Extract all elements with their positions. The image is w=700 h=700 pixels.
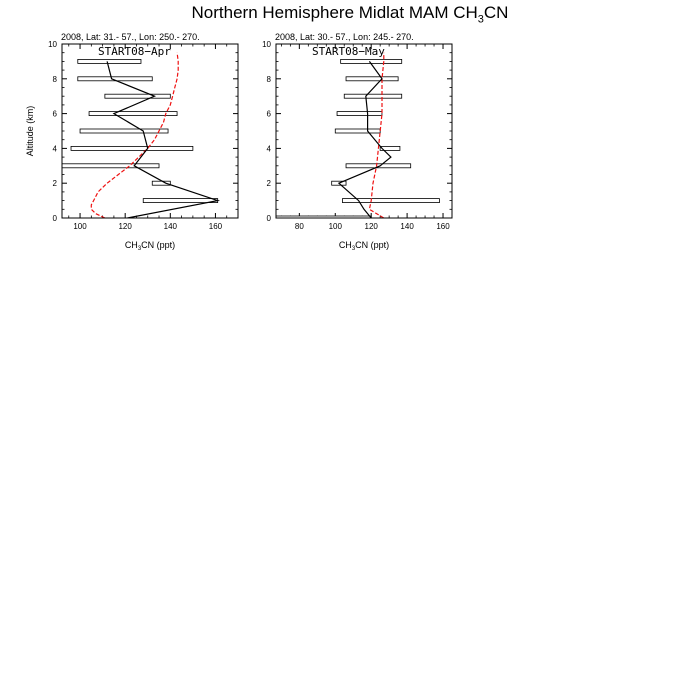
observed-range-box: [142, 198, 219, 204]
observed-range-box: [79, 128, 169, 134]
y-axis-label: Altitude (km): [25, 106, 35, 157]
observed-range-box: [104, 93, 171, 99]
observed-range-box: [336, 111, 383, 116]
x-tick-label: 140: [164, 222, 178, 231]
x-tick-label: 100: [73, 222, 87, 231]
observed-range-box: [345, 76, 399, 82]
chart-panel-1: 2008, Lat: 31.- 57., Lon: 250.- 270.100 1…: [25, 32, 239, 252]
chart-panel-2: 2008, Lat: 30.- 57., Lon: 245.- 270.80 10…: [262, 32, 453, 252]
plot-area: [62, 52, 221, 218]
y-tick-label: 6: [267, 110, 272, 119]
panel-subtitle: 2008, Lat: 30.- 57., Lon: 245.- 270.: [275, 32, 414, 42]
observed-range-box: [276, 215, 372, 218]
plot-area: [276, 52, 440, 218]
y-tick-label: 6: [53, 110, 58, 119]
y-tick-label: 2: [53, 179, 58, 188]
observed-range-box: [342, 198, 440, 204]
plot-frame: [61, 43, 239, 219]
y-tick-label: 8: [267, 75, 272, 84]
observed-range-box: [334, 128, 381, 134]
figure-title: Northern Hemisphere Midlat MAM CH3CN: [191, 3, 509, 26]
x-tick-label: 120: [365, 222, 379, 231]
observed-range-box: [345, 163, 412, 169]
x-tick-label: 160: [209, 222, 223, 231]
x-tick-label: 80: [295, 222, 304, 231]
panel-label: START08−May: [312, 45, 385, 58]
observed-range-box: [70, 145, 194, 151]
observed-profile-line: [106, 61, 221, 218]
plot-frame: [275, 43, 453, 219]
observed-range-box: [62, 163, 160, 169]
observed-range-box: [379, 145, 401, 151]
y-tick-label: 2: [267, 179, 272, 188]
model-profile-line: [368, 52, 385, 218]
x-axis-label: CH3CN (ppt): [339, 240, 389, 252]
observed-range-box: [88, 111, 178, 116]
x-tick-label: 140: [400, 222, 414, 231]
y-tick-label: 4: [267, 144, 272, 153]
y-tick-label: 0: [53, 214, 58, 223]
panel-subtitle: 2008, Lat: 31.- 57., Lon: 250.- 270.: [61, 32, 200, 42]
x-axis-label: CH3CN (ppt): [125, 240, 175, 252]
observed-range-box: [340, 59, 403, 64]
panel-label: START08−Apr: [98, 45, 171, 58]
y-tick-label: 0: [267, 214, 272, 223]
observed-range-box: [343, 93, 403, 99]
y-tick-label: 10: [48, 40, 57, 49]
observed-profile-line: [337, 61, 392, 218]
x-tick-label: 160: [436, 222, 450, 231]
y-tick-label: 10: [262, 40, 271, 49]
observed-range-box: [77, 59, 142, 64]
x-tick-label: 120: [118, 222, 132, 231]
y-tick-label: 8: [53, 75, 58, 84]
x-tick-label: 100: [329, 222, 343, 231]
y-tick-label: 4: [53, 144, 58, 153]
